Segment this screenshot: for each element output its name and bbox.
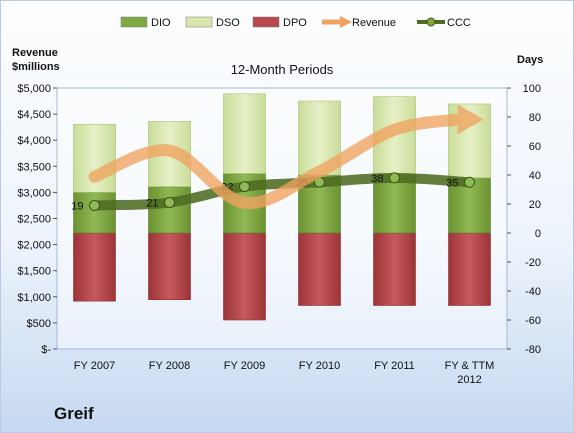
left-axis-tick-label: $4,500 bbox=[17, 109, 51, 121]
left-axis-title-line1: Revenue bbox=[12, 47, 58, 59]
legend-swatch-dso bbox=[185, 16, 213, 28]
ccc-marker bbox=[464, 176, 475, 188]
bar-dpo bbox=[148, 232, 191, 300]
right-axis-title: Days bbox=[517, 54, 543, 66]
category-label: FY 2010 bbox=[299, 360, 340, 372]
left-axis-tick-label: $2,000 bbox=[17, 240, 51, 252]
bar-dpo bbox=[448, 232, 491, 306]
legend-ccc-marker bbox=[426, 17, 436, 27]
left-axis-tick-label: $1,500 bbox=[17, 266, 51, 278]
ccc-marker bbox=[164, 197, 175, 209]
ccc-data-label: 21 bbox=[146, 198, 158, 210]
left-axis-tick-label: $5,000 bbox=[17, 83, 51, 95]
legend-label-dio: DIO bbox=[151, 17, 171, 29]
ccc-marker bbox=[389, 172, 400, 184]
left-axis-tick-label: $2,500 bbox=[17, 214, 51, 226]
bar-dpo bbox=[373, 232, 416, 306]
right-axis-tick-label: 40 bbox=[529, 170, 541, 182]
legend-label-dso: DSO bbox=[216, 17, 240, 29]
right-axis-tick-label: 100 bbox=[523, 83, 541, 95]
revenue-arrow bbox=[88, 104, 484, 210]
bar-dpo bbox=[73, 232, 116, 302]
legend-arrow-head bbox=[340, 16, 352, 28]
category-label: FY 2009 bbox=[224, 360, 265, 372]
ccc-data-label: 38 bbox=[371, 173, 383, 185]
left-axis-tick-label: $4,000 bbox=[17, 135, 51, 147]
ccc-marker bbox=[89, 199, 100, 211]
right-axis-tick-label: -80 bbox=[525, 344, 541, 356]
bar-dio bbox=[373, 174, 416, 234]
left-axis-tick-label: $1,000 bbox=[17, 292, 51, 304]
category-label: FY 2008 bbox=[149, 360, 190, 372]
right-axis-tick-label: 60 bbox=[529, 141, 541, 153]
bar-dpo bbox=[223, 232, 266, 321]
ccc-marker bbox=[239, 181, 250, 193]
ccc-data-label: 19 bbox=[71, 200, 83, 212]
chart-title: 12-Month Periods bbox=[231, 62, 334, 77]
category-label: FY & TTM bbox=[445, 360, 495, 372]
bar-dio bbox=[73, 192, 116, 234]
left-axis-tick-label: $3,500 bbox=[17, 161, 51, 173]
bar-dpo bbox=[298, 232, 341, 306]
left-axis-tick-label: $500 bbox=[27, 318, 51, 330]
revenue-arrowhead bbox=[457, 104, 484, 135]
right-axis-tick-label: 80 bbox=[529, 112, 541, 124]
left-axis-title-line2: $millions bbox=[12, 61, 60, 73]
right-axis-tick-label: -20 bbox=[525, 257, 541, 269]
right-axis-tick-label: -60 bbox=[525, 315, 541, 327]
right-axis-tick-label: 20 bbox=[529, 199, 541, 211]
right-axis-tick-label: 0 bbox=[535, 228, 541, 240]
category-label: FY 2007 bbox=[74, 360, 115, 372]
legend-label-ccc: CCC bbox=[447, 17, 471, 29]
legend-label-dpo: DPO bbox=[283, 17, 307, 29]
company-name: Greif bbox=[54, 404, 94, 423]
category-label: 2012 bbox=[457, 374, 481, 386]
bar-dio bbox=[148, 186, 191, 234]
plot-area bbox=[56, 87, 508, 350]
legend-label-revenue: Revenue bbox=[352, 17, 396, 29]
category-label: FY 2011 bbox=[374, 360, 415, 372]
ccc-data-label: 35 bbox=[446, 177, 458, 189]
right-axis-tick-label: -40 bbox=[525, 286, 541, 298]
legend-swatch-dpo bbox=[252, 16, 280, 28]
left-axis-tick-label: $- bbox=[41, 344, 51, 356]
ccc-line bbox=[89, 172, 475, 211]
revenue-line bbox=[88, 113, 468, 210]
legend-swatch-dio bbox=[120, 16, 148, 28]
left-axis-tick-label: $3,000 bbox=[17, 187, 51, 199]
bar-dso bbox=[223, 93, 266, 174]
